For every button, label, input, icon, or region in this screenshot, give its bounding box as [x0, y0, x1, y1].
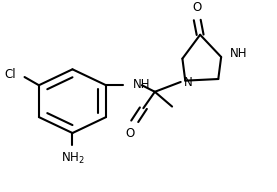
- Text: NH: NH: [133, 78, 151, 91]
- Text: O: O: [193, 1, 202, 14]
- Text: O: O: [126, 127, 135, 140]
- Text: NH$_2$: NH$_2$: [61, 151, 84, 166]
- Text: NH: NH: [230, 47, 247, 60]
- Text: Cl: Cl: [4, 68, 16, 81]
- Text: N: N: [184, 76, 192, 89]
